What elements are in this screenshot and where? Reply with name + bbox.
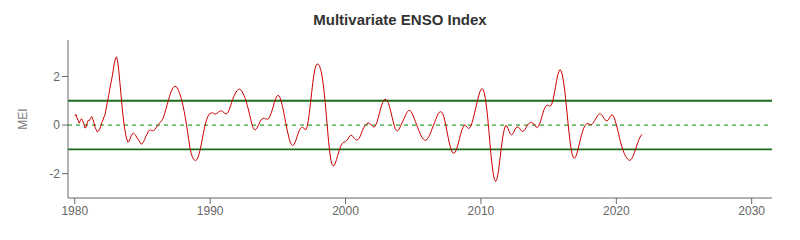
svg-text:2: 2 [53, 70, 60, 84]
svg-text:2000: 2000 [332, 204, 359, 218]
svg-text:2020: 2020 [603, 204, 630, 218]
html-text:Multivariate ENSO Index: Multivariate ENSO Index [313, 11, 487, 28]
svg-text:MEI: MEI [16, 108, 30, 129]
svg-text:0: 0 [53, 118, 60, 132]
svg-text:2030: 2030 [738, 204, 765, 218]
svg-text:1980: 1980 [61, 204, 88, 218]
svg-text:1990: 1990 [197, 204, 224, 218]
svg-text:2010: 2010 [468, 204, 495, 218]
svg-text:-2: -2 [49, 167, 60, 181]
